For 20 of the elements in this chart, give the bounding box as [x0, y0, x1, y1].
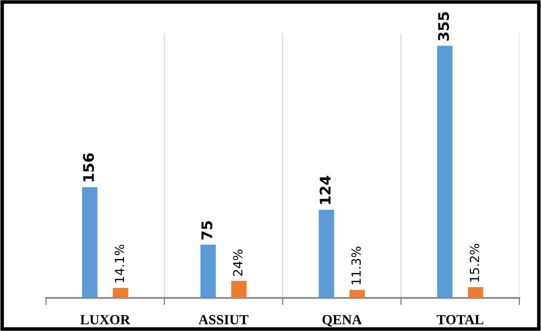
x-tick-label: ASSIUT	[198, 315, 248, 324]
x-tick-label: LUXOR	[80, 315, 130, 324]
x-tick-label: TOTAL	[436, 315, 484, 324]
data-label: 75	[202, 221, 212, 240]
data-label: 124	[320, 176, 330, 204]
data-label: 156	[82, 153, 94, 182]
data-label: 15.2%	[470, 244, 480, 282]
bar	[318, 210, 334, 298]
bar	[437, 46, 452, 298]
bar	[350, 290, 365, 298]
bar	[200, 244, 216, 298]
x-tick-label: QENA	[322, 315, 362, 326]
bar	[82, 187, 98, 298]
data-label: 355	[438, 12, 450, 41]
bar	[112, 288, 128, 298]
bar	[231, 280, 247, 298]
data-label: 14.1%	[114, 244, 124, 282]
data-label: 11.3%	[351, 246, 361, 284]
bar	[468, 287, 484, 298]
data-label: 24%	[233, 250, 243, 276]
